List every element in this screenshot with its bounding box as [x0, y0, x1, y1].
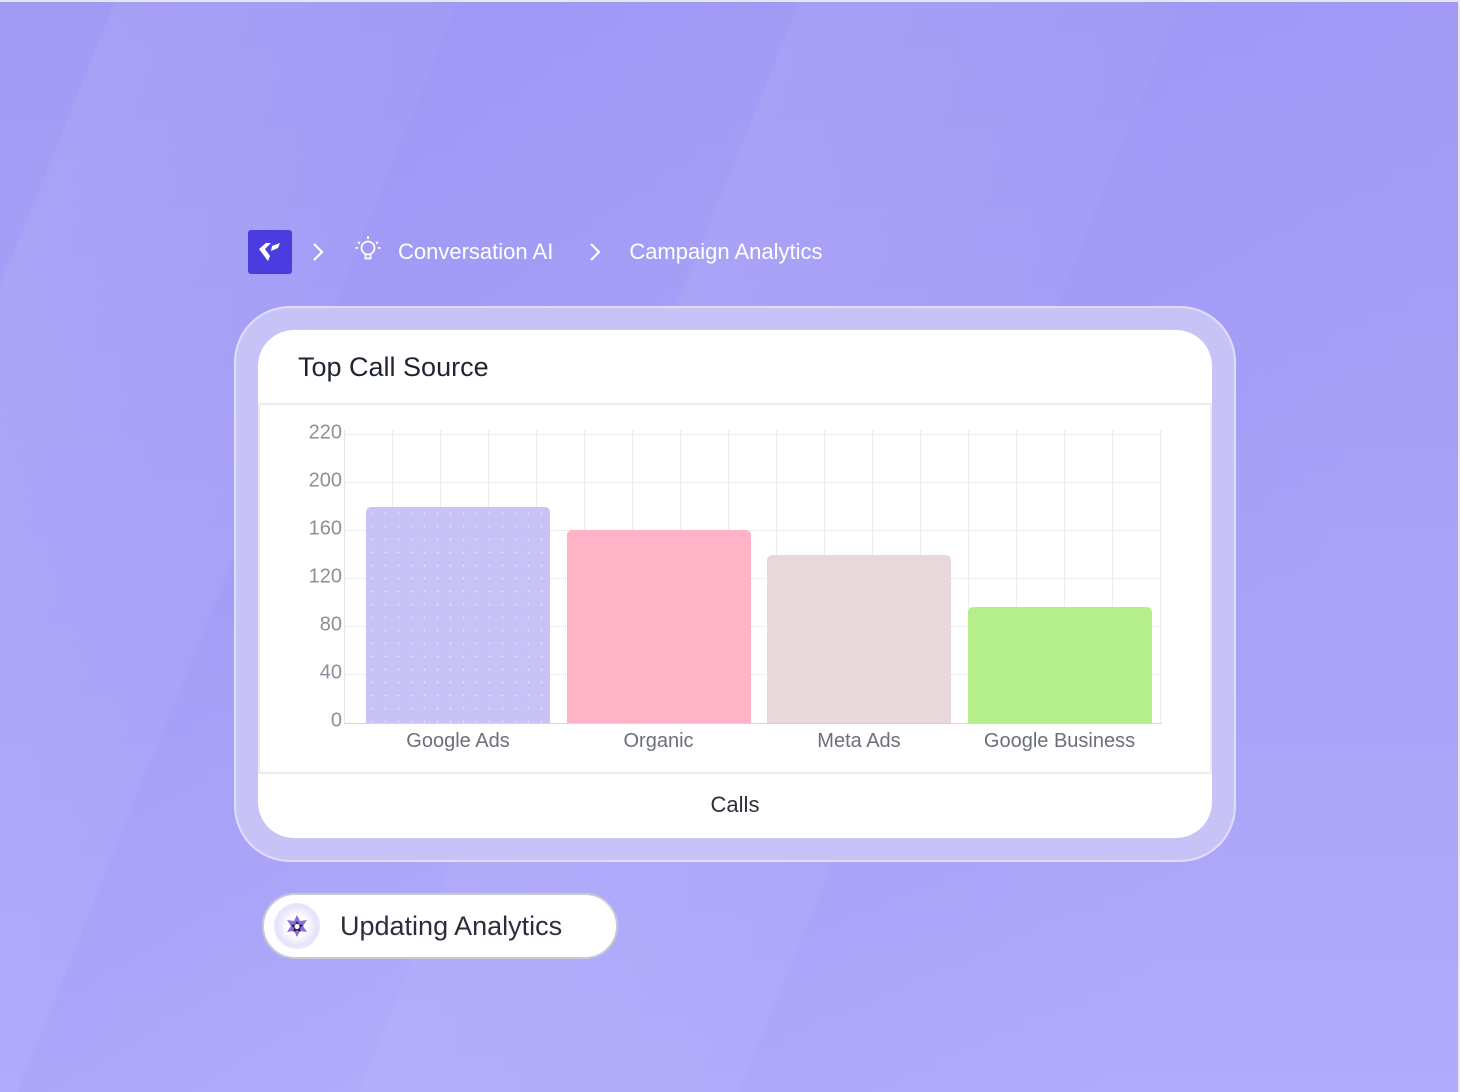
top-call-source-card: Top Call Source 0 40 80 120 160 200 220 Google …	[258, 330, 1212, 838]
grid-line	[344, 626, 1162, 627]
x-tick-label: Google Business	[983, 730, 1136, 752]
x-tick-label: Organic	[623, 730, 694, 752]
divider	[258, 403, 1212, 405]
y-axis	[344, 430, 345, 724]
chevron-right-icon	[312, 242, 324, 262]
grid-line	[344, 674, 1162, 675]
status-badge: Updating Analytics	[262, 893, 618, 959]
chevron-right-icon	[589, 242, 601, 262]
x-axis-title: Calls	[710, 792, 760, 817]
y-tick-label: 0	[330, 709, 342, 732]
grid-line	[1112, 430, 1113, 724]
bar-organic[interactable]	[566, 529, 751, 723]
y-tick-label: 80	[319, 613, 342, 636]
grid-line	[344, 530, 1162, 531]
bar-google-ads[interactable]	[366, 507, 550, 723]
grid-line	[1016, 430, 1017, 724]
breadcrumb-label: Campaign Analytics	[629, 239, 823, 264]
bar-google-business[interactable]	[967, 606, 1152, 723]
status-label: Updating Analytics	[340, 910, 563, 941]
divider	[1210, 405, 1212, 772]
y-tick-label: 120	[308, 565, 342, 588]
y-tick-label: 160	[308, 517, 342, 540]
grid-line	[1064, 430, 1065, 724]
breadcrumb-label: Conversation AI	[398, 239, 554, 264]
divider	[258, 405, 260, 772]
top-border	[0, 0, 1460, 2]
bar-meta-ads[interactable]	[767, 555, 951, 723]
x-tick-label: Meta Ads	[817, 730, 901, 752]
y-tick-label: 200	[308, 469, 342, 492]
right-border	[1458, 0, 1460, 1092]
x-axis	[344, 723, 1162, 724]
breadcrumb-campaign-analytics[interactable]: Campaign Analytics	[629, 239, 822, 265]
x-tick-label: Google Ads	[406, 730, 510, 752]
y-tick-label: 220	[308, 421, 342, 444]
card-title: Top Call Source	[298, 352, 489, 382]
spinner-sparkle-icon	[274, 903, 320, 949]
breadcrumb: Conversation AI Campaign Analytics	[248, 230, 823, 274]
brand-logo-icon[interactable]	[248, 230, 292, 274]
divider	[258, 772, 1212, 774]
lightbulb-icon	[352, 233, 384, 271]
grid-line	[1160, 430, 1161, 724]
grid-line	[968, 430, 969, 724]
bar-chart: 0 40 80 120 160 200 220 Google Ads Organic Meta A…	[309, 421, 1162, 752]
breadcrumb-conversation-ai[interactable]: Conversation AI	[352, 233, 553, 271]
grid-line	[344, 578, 1162, 579]
grid-line	[344, 434, 1162, 435]
grid-line	[344, 482, 1162, 483]
y-tick-label: 40	[319, 661, 342, 684]
